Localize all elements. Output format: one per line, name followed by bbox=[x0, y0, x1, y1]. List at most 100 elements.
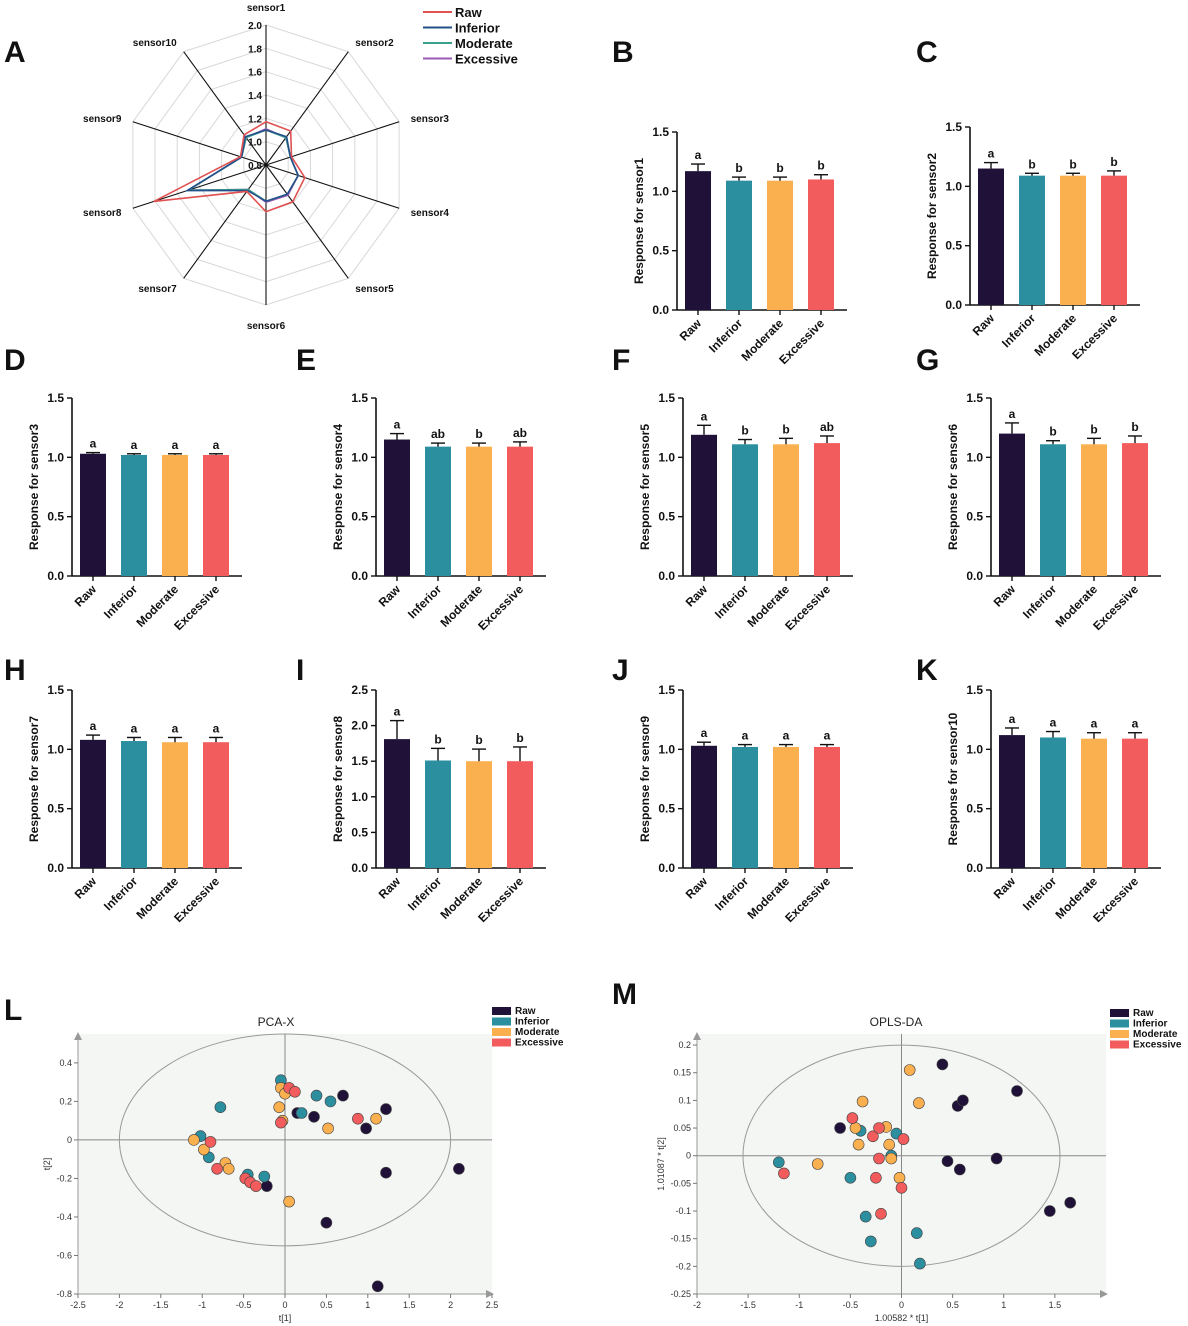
bar-excessive bbox=[808, 179, 834, 310]
legend-label: Raw bbox=[455, 5, 483, 20]
bar-raw bbox=[978, 168, 1004, 305]
bar-excessive bbox=[814, 443, 840, 576]
point-excessive bbox=[250, 1180, 262, 1192]
y-axis-arrow bbox=[74, 1032, 82, 1040]
legend-swatch bbox=[1110, 1009, 1129, 1017]
bar-excessive bbox=[1122, 443, 1148, 576]
y-axis-label: Response for sensor6 bbox=[946, 424, 960, 550]
point-inferior bbox=[910, 1227, 923, 1239]
panel-letter: I bbox=[296, 654, 304, 687]
bar-chart-c: C 0.0 0.5 1.0 1.5 Response for sensor2 a Raw b In… bbox=[916, 36, 1140, 362]
significance-label: a bbox=[1132, 717, 1139, 731]
y-tick-label: 0.0 bbox=[966, 861, 983, 875]
radar-spoke bbox=[265, 164, 349, 279]
bar-moderate bbox=[1081, 738, 1107, 868]
significance-label: a bbox=[394, 705, 401, 719]
bar-chart-j: J 0.0 0.5 1.0 1.5 Response for sensor9 a Raw a In… bbox=[612, 654, 853, 925]
point-raw bbox=[308, 1111, 320, 1123]
point-moderate bbox=[885, 1152, 898, 1165]
point-raw bbox=[1064, 1196, 1076, 1209]
bar-excessive bbox=[203, 742, 229, 868]
y-axis-label: Response for sensor10 bbox=[946, 712, 960, 845]
point-raw bbox=[957, 1094, 969, 1107]
point-inferior bbox=[864, 1235, 877, 1248]
y-tick-label: 0.0 bbox=[351, 861, 368, 875]
point-inferior bbox=[914, 1257, 926, 1270]
x-tick-label: Excessive bbox=[171, 874, 222, 925]
y-tick-label: 1.5 bbox=[966, 683, 983, 697]
x-tick-label: Excessive bbox=[776, 316, 827, 367]
significance-label: a bbox=[742, 729, 749, 743]
radar-axis-label: sensor1 bbox=[247, 3, 286, 14]
x-tick-label: 1 bbox=[1001, 1300, 1006, 1310]
x-tick-label: 0.5 bbox=[946, 1300, 959, 1310]
bar-inferior bbox=[1040, 737, 1066, 868]
x-tick-label: Inferior bbox=[1020, 582, 1059, 621]
y-tick-label: 0.0 bbox=[47, 569, 64, 583]
bar-chart-e: E 0.0 0.5 1.0 1.5 Response for sensor4 a Raw ab I… bbox=[296, 344, 546, 633]
legend-label: Raw bbox=[515, 1006, 536, 1017]
point-inferior bbox=[844, 1172, 857, 1184]
point-moderate bbox=[893, 1172, 906, 1184]
y-tick-label: 1.0 bbox=[47, 450, 64, 464]
panel-letter: G bbox=[916, 344, 939, 377]
significance-label: a bbox=[213, 721, 220, 735]
y-tick-label: 0.5 bbox=[945, 239, 962, 253]
significance-label: a bbox=[695, 148, 702, 162]
bar-moderate bbox=[162, 454, 188, 576]
x-tick-label: Excessive bbox=[475, 582, 526, 633]
legend-label: Moderate bbox=[515, 1027, 560, 1038]
y-tick-label: 0.1 bbox=[678, 1095, 691, 1105]
bar-inferior bbox=[732, 444, 758, 576]
y-tick-label: 0.2 bbox=[59, 1096, 72, 1106]
radar-axis-label: sensor9 bbox=[83, 114, 122, 125]
radar-ring-label: 0.8 bbox=[248, 161, 262, 172]
point-raw bbox=[941, 1155, 954, 1167]
bar-inferior bbox=[425, 446, 451, 576]
bar-inferior bbox=[732, 746, 758, 868]
y-tick-label: 0.0 bbox=[658, 569, 675, 583]
legend-swatch bbox=[1110, 1019, 1129, 1028]
significance-label: a bbox=[701, 409, 708, 423]
bar-raw bbox=[384, 439, 410, 576]
point-raw bbox=[990, 1152, 1003, 1165]
y-tick-label: 0.2 bbox=[678, 1040, 691, 1050]
x-tick-label: -0.5 bbox=[236, 1300, 252, 1310]
x-tick-label: Inferior bbox=[706, 316, 745, 355]
x-tick-label: -2 bbox=[693, 1300, 701, 1310]
point-moderate bbox=[188, 1134, 200, 1146]
y-tick-label: -0.15 bbox=[670, 1234, 691, 1244]
x-tick-label: Raw bbox=[376, 582, 404, 610]
bar-chart-i: I 0.0 0.5 1.0 1.5 2.0 2.5 Response for sensor8 a… bbox=[296, 654, 546, 925]
y-tick-label: 1.5 bbox=[351, 754, 368, 768]
point-inferior bbox=[214, 1101, 227, 1113]
significance-label: a bbox=[701, 726, 708, 740]
bar-inferior bbox=[1019, 175, 1045, 305]
bar-inferior bbox=[1040, 444, 1066, 576]
radar-axis-label: sensor6 bbox=[247, 321, 286, 332]
significance-label: a bbox=[1009, 407, 1016, 421]
significance-label: a bbox=[172, 721, 179, 735]
x-tick-label: Inferior bbox=[405, 874, 444, 913]
x-tick-label: -1.5 bbox=[740, 1300, 756, 1310]
x-tick-label: Excessive bbox=[782, 874, 833, 925]
y-axis-label: 1.01087 * t[2] bbox=[656, 1137, 666, 1191]
y-tick-label: 0.0 bbox=[966, 569, 983, 583]
bar-raw bbox=[685, 171, 711, 310]
bar-raw bbox=[80, 739, 106, 868]
y-tick-label: 1.5 bbox=[658, 683, 675, 697]
point-raw bbox=[936, 1058, 949, 1071]
significance-label: a bbox=[213, 438, 220, 452]
point-excessive bbox=[204, 1136, 217, 1148]
y-tick-label: 1.0 bbox=[47, 742, 64, 756]
significance-label: b bbox=[817, 159, 824, 173]
panel-letter: F bbox=[612, 344, 630, 377]
point-raw bbox=[380, 1103, 392, 1115]
point-moderate bbox=[198, 1143, 210, 1156]
point-inferior bbox=[310, 1089, 323, 1102]
bar-moderate bbox=[466, 761, 492, 868]
radar-ring-label: 1.4 bbox=[248, 91, 262, 102]
panel-letter: M bbox=[612, 978, 637, 1011]
legend-swatch bbox=[1110, 1040, 1129, 1049]
